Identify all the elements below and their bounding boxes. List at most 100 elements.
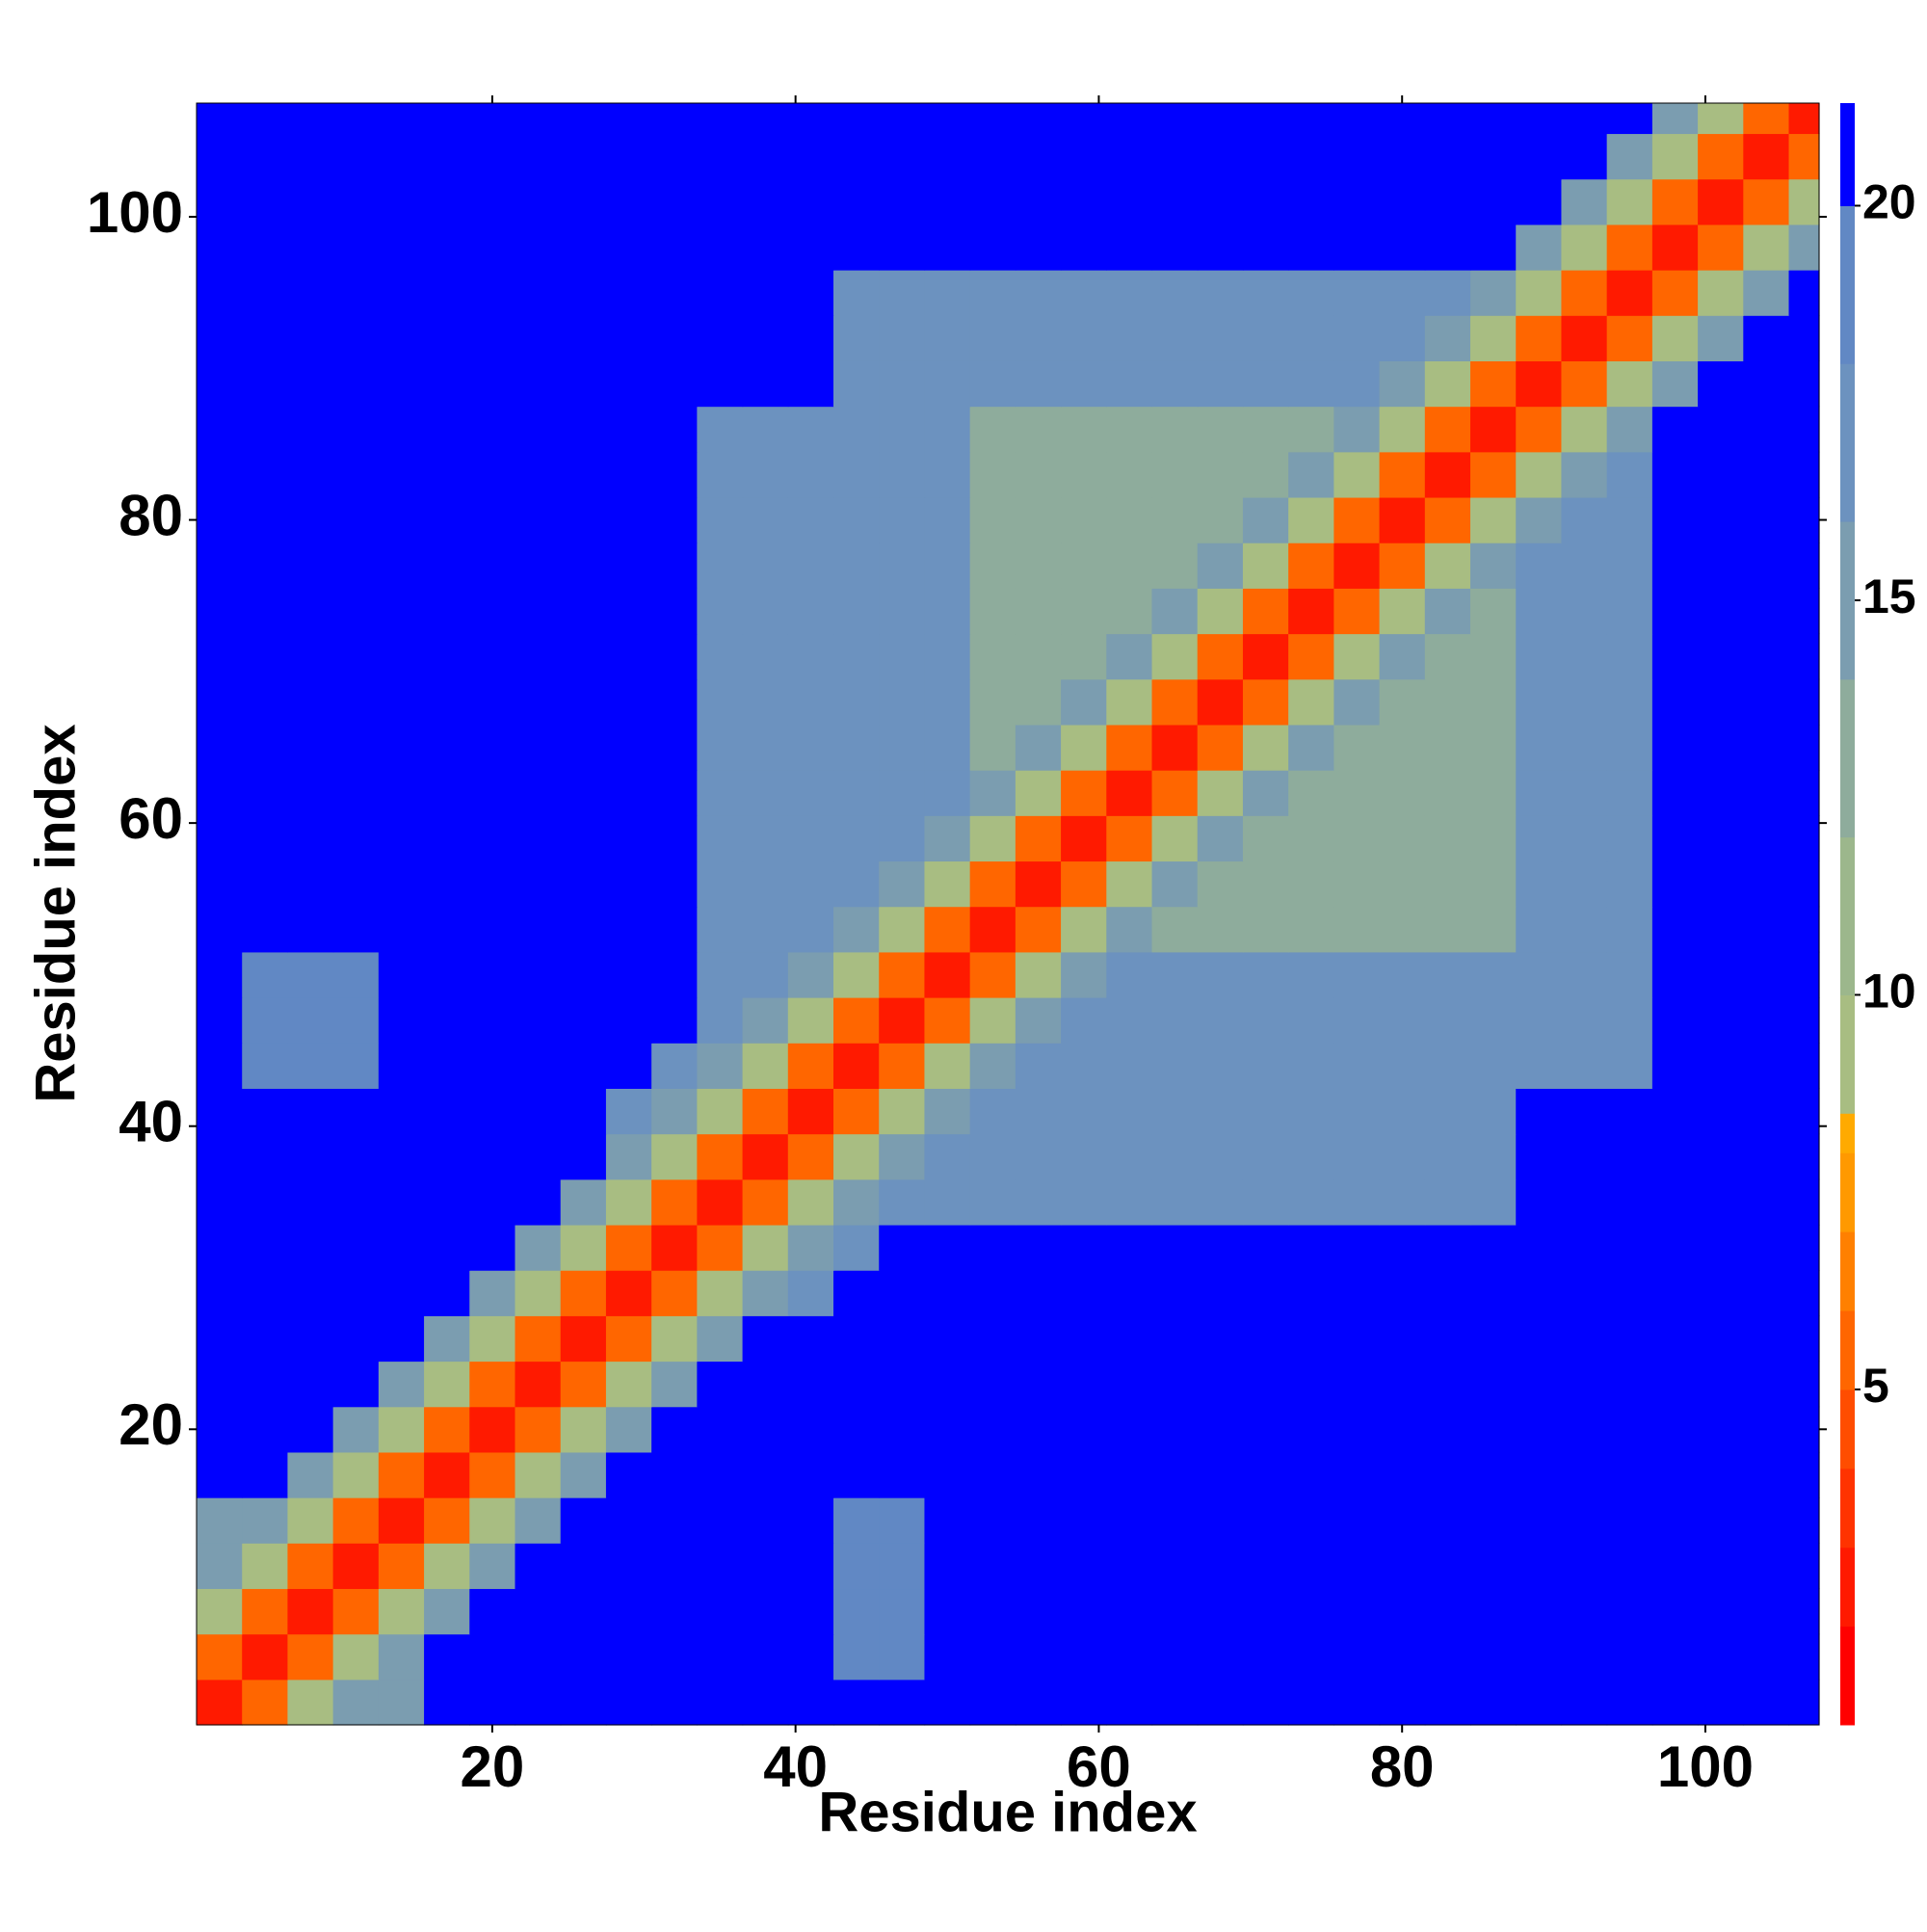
heatmap-cell [1106, 1361, 1153, 1408]
heatmap-cell [1743, 770, 1790, 816]
heatmap-cell [242, 770, 289, 816]
heatmap-cell [742, 1497, 789, 1544]
heatmap-cell [332, 1043, 380, 1089]
heatmap-cell [1197, 815, 1244, 862]
heatmap-cell [1743, 315, 1790, 361]
heatmap-cell [879, 224, 926, 271]
heatmap-cell [1606, 860, 1653, 908]
heatmap-cell [287, 815, 334, 862]
heatmap-cell [1788, 1497, 1820, 1544]
heatmap-cell [560, 588, 607, 635]
heatmap-cell [1151, 543, 1199, 589]
heatmap-cell [1151, 1679, 1199, 1726]
heatmap-cell [1651, 1315, 1699, 1363]
heatmap-cell [197, 815, 243, 862]
heatmap-cell [1516, 1178, 1563, 1226]
heatmap-cell [924, 1361, 971, 1408]
heatmap-cell [378, 815, 425, 862]
heatmap-cell [424, 178, 470, 225]
heatmap-cell [560, 270, 607, 316]
heatmap-cell [1743, 1497, 1790, 1544]
heatmap-cell [833, 1224, 880, 1271]
heatmap-cell [1333, 406, 1381, 453]
heatmap-cell [1106, 496, 1153, 543]
heatmap-cell [1424, 1633, 1471, 1681]
heatmap-cell [1606, 951, 1653, 998]
heatmap-cell [1606, 315, 1653, 361]
heatmap-cell [697, 1088, 744, 1135]
heatmap-cell [242, 1497, 289, 1544]
heatmap-cell [1788, 678, 1820, 726]
heatmap-cell [197, 133, 243, 180]
heatmap-cell [1424, 997, 1471, 1044]
heatmap-cell [560, 1361, 607, 1408]
heatmap-cell [1651, 1588, 1699, 1635]
heatmap-cell [1561, 224, 1608, 271]
heatmap-cell [197, 270, 243, 316]
heatmap-cell [560, 906, 607, 953]
heatmap-cell [1015, 1315, 1062, 1363]
heatmap-cell [969, 906, 1016, 953]
heatmap-cell [287, 1088, 334, 1135]
heatmap-cell [287, 1679, 334, 1726]
heatmap-cell [1516, 1633, 1563, 1681]
heatmap-cell [424, 133, 470, 180]
heatmap-cell [1015, 951, 1062, 998]
heatmap-cell [1606, 360, 1653, 408]
heatmap-cell [787, 1043, 834, 1089]
heatmap-cell [1106, 1270, 1153, 1316]
heatmap-cell [1197, 315, 1244, 361]
heatmap-cell [969, 860, 1016, 908]
heatmap-cell [1015, 1043, 1062, 1089]
heatmap-cell [924, 1178, 971, 1226]
heatmap-cell [1288, 270, 1334, 316]
heatmap-cell [1470, 1497, 1517, 1544]
heatmap-cell [1106, 1178, 1153, 1226]
heatmap-cell [1151, 1133, 1199, 1180]
heatmap-cell [1788, 103, 1820, 135]
heatmap-cell [1379, 496, 1426, 543]
heatmap-cell [287, 178, 334, 225]
heatmap-cell [1333, 1451, 1381, 1498]
heatmap-cell [924, 1043, 971, 1089]
colorbar-segment [1840, 1389, 1855, 1469]
heatmap-cell [969, 270, 1016, 316]
heatmap-cell [378, 724, 425, 771]
heatmap-cell [1561, 1633, 1608, 1681]
heatmap-cell [1470, 860, 1517, 908]
heatmap-cell [560, 633, 607, 680]
heatmap-cell [469, 103, 516, 135]
heatmap-cell [1743, 678, 1790, 726]
heatmap-cell [1470, 1133, 1517, 1180]
heatmap-cell [469, 1588, 516, 1635]
heatmap-cell [924, 178, 971, 225]
heatmap-cell [651, 815, 698, 862]
heatmap-cell [924, 1406, 971, 1453]
heatmap-cell [833, 951, 880, 998]
heatmap-cell [378, 1451, 425, 1498]
heatmap-cell [469, 678, 516, 726]
heatmap-cell [1698, 678, 1744, 726]
heatmap-cell [332, 543, 380, 589]
heatmap-cell [651, 1497, 698, 1544]
heatmap-cell [424, 724, 470, 771]
heatmap-cell [787, 1178, 834, 1226]
heatmap-cell [1424, 1361, 1471, 1408]
heatmap-cell [469, 951, 516, 998]
heatmap-cell [924, 543, 971, 589]
heatmap-cell [197, 1043, 243, 1089]
heatmap-cell [1106, 860, 1153, 908]
heatmap-cell [1106, 997, 1153, 1044]
heatmap-cell [287, 496, 334, 543]
heatmap-cell [969, 360, 1016, 408]
heatmap-cell [1015, 815, 1062, 862]
heatmap-cell [560, 1633, 607, 1681]
heatmap-cell [1698, 1361, 1744, 1408]
heatmap-cell [424, 997, 470, 1044]
heatmap-cell [605, 588, 652, 635]
heatmap-cell [515, 224, 562, 271]
heatmap-cell [287, 270, 334, 316]
heatmap-cell [1424, 315, 1471, 361]
heatmap-cell [651, 1633, 698, 1681]
heatmap-cell [1743, 906, 1790, 953]
